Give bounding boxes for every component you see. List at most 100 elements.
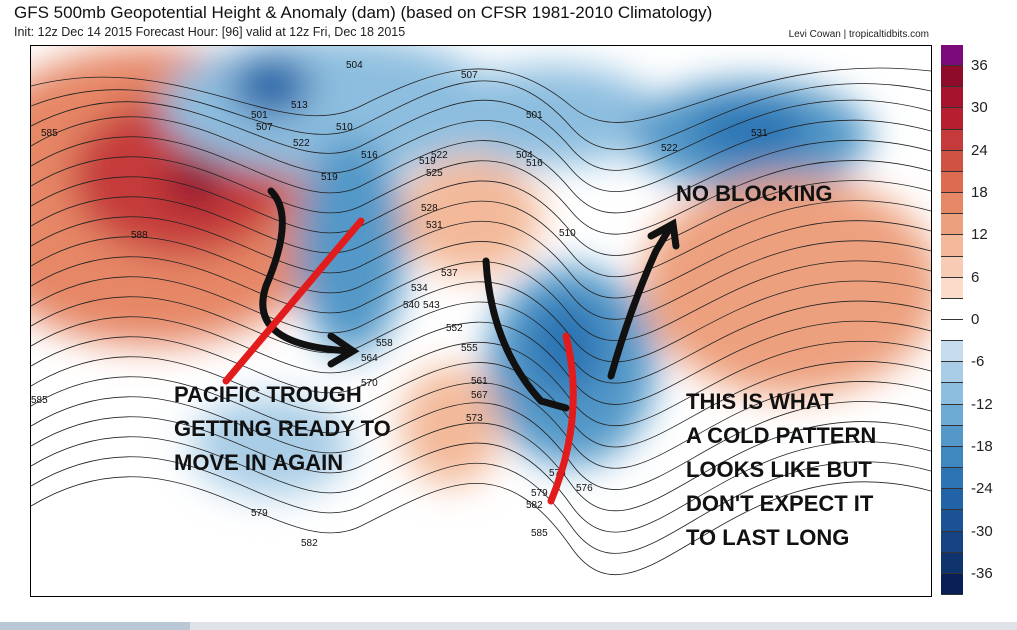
colorbar-label: 6 (971, 268, 980, 286)
contour-label: 561 (471, 376, 488, 387)
contour-label: 570 (361, 378, 378, 389)
contour-line (31, 356, 931, 448)
contour-label: 531 (751, 128, 768, 139)
colorbar-label: 12 (971, 226, 988, 244)
cold-line-4: DON'T EXPECT IT (686, 491, 874, 516)
colorbar-bin (941, 362, 963, 384)
contour-label: 525 (426, 168, 443, 179)
height-contours (31, 67, 931, 576)
contour-label: 516 (361, 150, 378, 161)
contour-line (31, 67, 931, 123)
contour-label: 519 (419, 156, 436, 167)
arrow-head (327, 332, 360, 368)
colorbar-bin (941, 404, 963, 426)
contour-label: 522 (661, 143, 678, 154)
contour-label: 555 (461, 343, 478, 354)
contour-label: 558 (376, 338, 393, 349)
colorbar-bin (941, 66, 963, 88)
anomaly-map: 585 588 504 501 507 513 510 516 522 519 507 501 504 5… (30, 45, 932, 597)
colorbar-label: -6 (971, 353, 985, 371)
black-arrow-ridge (607, 222, 675, 380)
pacific-line-1: PACIFIC TROUGH (174, 382, 362, 407)
annotations: PACIFIC TROUGH GETTING READY TO MOVE IN … (174, 181, 876, 550)
annotation-arrows (222, 187, 680, 505)
colorbar-bin (941, 341, 963, 363)
colorbar-bin (941, 193, 963, 215)
scrollbar-thumb[interactable] (0, 622, 190, 630)
contour-line (31, 336, 931, 427)
colorbar-label: 30 (971, 99, 988, 117)
colorbar: 36 30 24 18 12 6 0 -6 -12 -18 -24 -30 -36 (941, 45, 993, 595)
contour-line (31, 276, 931, 363)
contour-label: 531 (426, 220, 443, 231)
contour-line (31, 436, 931, 533)
contour-label: 540 (403, 300, 420, 311)
colorbar-label: -36 (971, 564, 993, 582)
contour-label: 507 (256, 122, 273, 133)
colorbar-bin (941, 489, 963, 511)
colorbar-label: -24 (971, 480, 993, 498)
cold-line-1: THIS IS WHAT (686, 389, 834, 414)
contour-line (31, 476, 931, 576)
contour-label: 573 (466, 413, 483, 424)
contour-label: 585 (41, 128, 58, 139)
contour-label: 501 (526, 110, 543, 121)
contour-label: 543 (423, 300, 440, 311)
contour-label: 537 (441, 268, 458, 279)
contour-label: 510 (336, 122, 353, 133)
contour-line (31, 196, 931, 277)
colorbar-bin (941, 320, 963, 342)
contour-label: 528 (421, 203, 438, 214)
red-line-pacific (222, 217, 365, 385)
arrow-head (647, 218, 680, 250)
contour-label: 585 (31, 395, 48, 406)
cold-line-2: A COLD PATTERN (686, 423, 876, 448)
contour-label: 582 (526, 500, 543, 511)
contour-line (31, 156, 931, 235)
contour-labels: 5855885045015075135105165225195075015045… (31, 60, 768, 549)
contour-label: 585 (531, 528, 548, 539)
contour-label: 552 (446, 323, 463, 334)
black-arrow-pacific (259, 187, 355, 355)
contour-label: 564 (361, 353, 378, 364)
contour-label: 522 (293, 138, 310, 149)
anomaly-fields (31, 46, 931, 496)
contour-label: 576 (576, 483, 593, 494)
colorbar-label: 36 (971, 57, 988, 75)
contour-label: 516 (526, 158, 543, 169)
colorbar-label: -18 (971, 437, 993, 455)
contour-line (31, 416, 931, 512)
colorbar-bin (941, 468, 963, 490)
contour-label: 582 (301, 538, 318, 549)
contour-label: 513 (291, 100, 308, 111)
contour-line (31, 236, 931, 320)
contour-label: 504 (516, 150, 533, 161)
colorbar-bin (941, 45, 963, 67)
scrollbar[interactable] (0, 622, 1017, 630)
contour-line (31, 176, 931, 256)
contour-label: 588 (131, 230, 148, 241)
colorbar-bin (941, 87, 963, 109)
colorbar-bin (941, 150, 963, 172)
contour-label: 579 (251, 508, 268, 519)
contour-label: 510 (559, 228, 576, 239)
colorbar-bin (941, 425, 963, 447)
cold-line-5: TO LAST LONG (686, 525, 849, 550)
colorbar-label: -12 (971, 395, 993, 413)
contour-line (31, 99, 931, 171)
contour-label: 522 (431, 150, 448, 161)
colorbar-bin (941, 171, 963, 194)
pacific-line-3: MOVE IN AGAIN (174, 450, 343, 475)
red-line-east (547, 332, 577, 505)
contour-line (31, 136, 931, 214)
colorbar-bin (941, 552, 963, 574)
colorbar-bin (941, 256, 963, 278)
pacific-line-2: GETTING READY TO (174, 416, 391, 441)
contour-label: 579 (531, 488, 548, 499)
colorbar-bin (941, 277, 963, 299)
map-subtitle: Init: 12z Dec 14 2015 Forecast Hour: [96… (14, 25, 406, 39)
colorbar-bin (941, 235, 963, 257)
black-arrow-trough (482, 257, 570, 412)
contour-line (31, 116, 931, 192)
